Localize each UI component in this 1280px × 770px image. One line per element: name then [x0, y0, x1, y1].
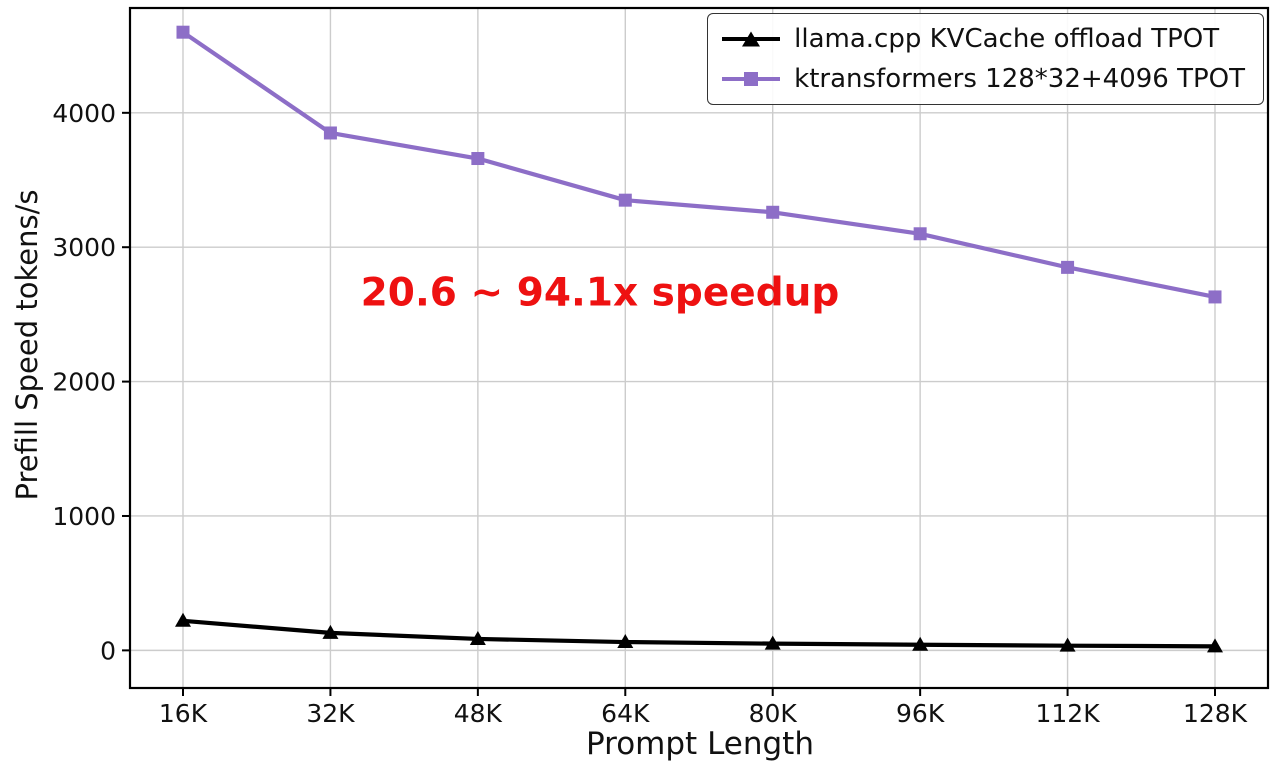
data-point-triangle [1207, 638, 1223, 653]
x-tick-label: 48K [454, 699, 503, 728]
x-tick-label: 128K [1183, 699, 1248, 728]
legend-sample-ktransformers [722, 70, 781, 88]
y-tick-label: 4000 [52, 99, 116, 128]
y-tick-label: 3000 [52, 233, 116, 262]
data-point-square [766, 205, 780, 219]
data-point-triangle [175, 612, 191, 627]
data-point-triangle [912, 636, 929, 651]
legend-label-ktransformers: ktransformers 128*32+4096 TPOT [794, 64, 1245, 94]
y-tick-label: 2000 [52, 368, 116, 397]
legend: llama.cpp KVCache offload TPOT ktransfor… [707, 13, 1264, 105]
plot-border [128, 6, 1270, 690]
data-point-square [1061, 260, 1075, 274]
speedup-annotation: 20.6 ~ 94.1x speedup [360, 270, 840, 316]
data-point-triangle [1059, 637, 1076, 652]
data-point-triangle [617, 634, 634, 649]
data-point-triangle [764, 635, 781, 650]
x-tick-label: 80K [749, 699, 798, 728]
y-tick-label: 1000 [52, 502, 116, 531]
legend-sample-llamacpp [722, 30, 781, 48]
legend-item-ktransformers: ktransformers 128*32+4096 TPOT [722, 64, 1245, 94]
legend-label-llamacpp: llama.cpp KVCache offload TPOT [794, 24, 1220, 54]
data-point-square [323, 126, 337, 140]
x-axis-label: Prompt Length [586, 726, 814, 762]
data-point-square [471, 152, 485, 166]
data-point-square [1208, 290, 1222, 304]
series-line-1 [181, 30, 1216, 299]
x-tick-label: 96K [896, 699, 945, 728]
series-line-0 [182, 618, 1216, 649]
legend-item-llamacpp: llama.cpp KVCache offload TPOT [722, 24, 1245, 54]
x-tick-label: 64K [601, 699, 650, 728]
x-tick-label: 112K [1036, 699, 1101, 728]
data-point-triangle [322, 624, 339, 639]
square-marker-icon [744, 72, 759, 86]
data-point-square [913, 227, 927, 241]
x-tick-label: 32K [306, 699, 355, 728]
y-tick-label: 0 [100, 636, 116, 665]
data-point-square [176, 25, 190, 39]
data-point-triangle [469, 630, 486, 645]
y-axis-label: Prefill Speed tokens/s [10, 189, 44, 501]
triangle-marker-icon [742, 31, 761, 47]
x-tick-label: 16K [159, 699, 208, 728]
data-point-square [618, 193, 632, 207]
